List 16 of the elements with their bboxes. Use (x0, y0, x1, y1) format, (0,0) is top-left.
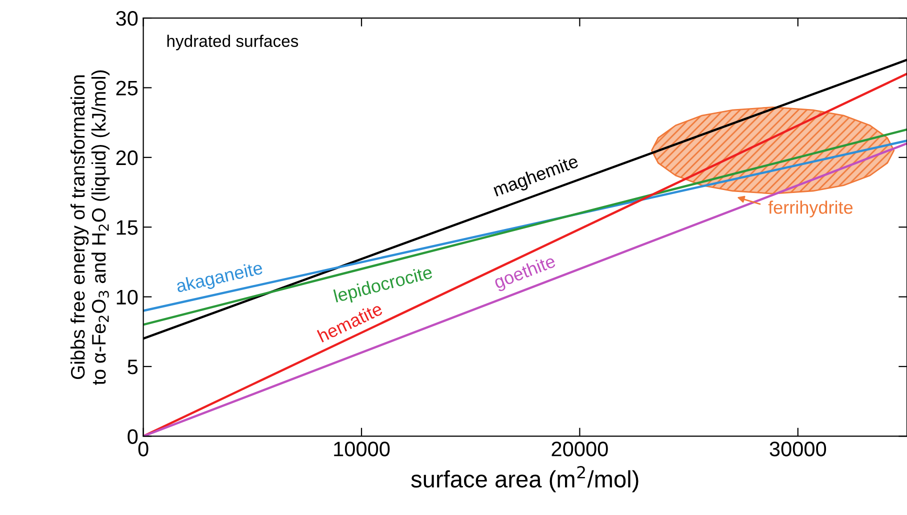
x-axis-title: surface area (m$^{2}$/mol) (411, 466, 638, 492)
x-tick-label: 10000 (334, 442, 390, 456)
y-tick-label: 5 (128, 360, 138, 374)
x-tick-label: 20000 (552, 442, 608, 456)
y-tick-label: 0 (128, 429, 138, 444)
y-tick-label: 15 (116, 220, 138, 235)
y-tick-label: 10 (116, 290, 138, 305)
x-tick-label: 0 (138, 442, 148, 456)
y-tick-label: 25 (116, 80, 138, 96)
annotation: hydrated surfaces (167, 34, 298, 50)
y-axis-title: Gibbs free energy of transformation to α-Fe$_{2}$O$_{3}$ and H$_{2}$O (liquid) (kJ/mol) (70, 70, 110, 385)
y-tick-label: 20 (116, 150, 138, 166)
y-tick-label: 30 (116, 11, 138, 26)
series-label: ferrihydrite (768, 200, 853, 218)
x-tick-label: 30000 (770, 442, 826, 456)
text: akaganeite (175, 260, 264, 296)
